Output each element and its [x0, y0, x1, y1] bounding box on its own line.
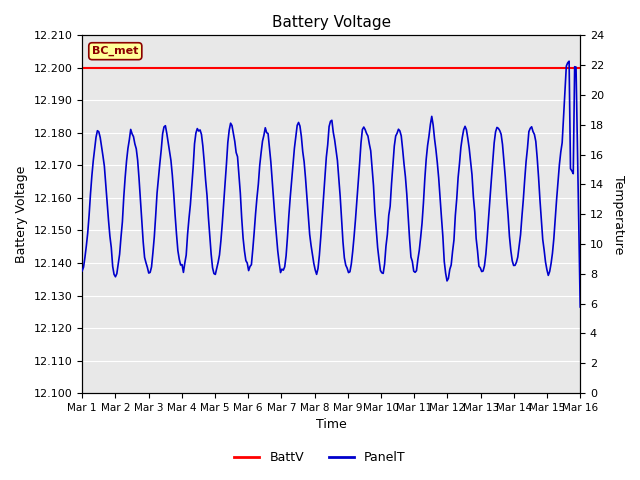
- Title: Battery Voltage: Battery Voltage: [271, 15, 391, 30]
- Legend: BattV, PanelT: BattV, PanelT: [229, 446, 411, 469]
- Y-axis label: Battery Voltage: Battery Voltage: [15, 166, 28, 263]
- Y-axis label: Temperature: Temperature: [612, 175, 625, 254]
- X-axis label: Time: Time: [316, 419, 346, 432]
- Text: BC_met: BC_met: [92, 46, 138, 56]
